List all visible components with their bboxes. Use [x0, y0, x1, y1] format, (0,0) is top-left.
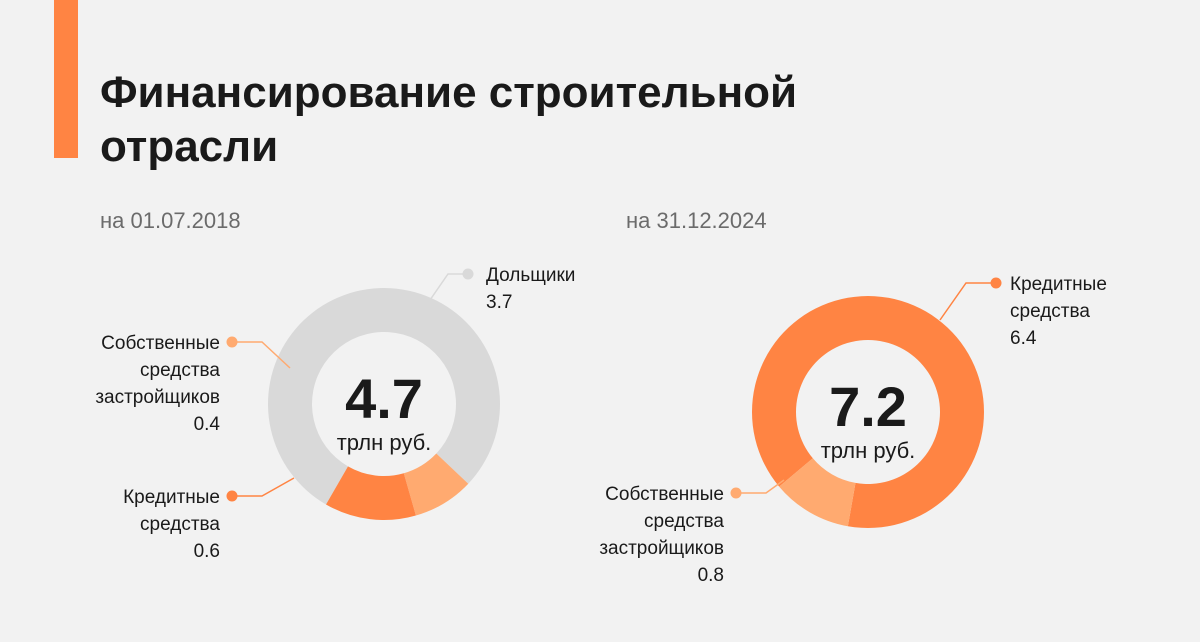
chart-2-slice-label: Собственные [605, 484, 724, 505]
chart-1-slice-label: Собственные [101, 333, 220, 354]
chart-1-slice-label: Кредитные [123, 487, 220, 508]
chart-2-total: 7.2 [829, 375, 907, 438]
chart-1-slice [403, 453, 469, 516]
chart-1-label-dot [462, 268, 474, 280]
chart-2-slice [779, 458, 856, 527]
chart-2-leader-line [736, 479, 785, 494]
chart-2-slice-value: 6.4 [1010, 328, 1037, 349]
chart-1-unit: трлн руб. [337, 430, 432, 455]
chart-1-slice-value: 0.6 [194, 541, 220, 562]
chart-1-leader-line [232, 477, 295, 497]
chart-1-slice [326, 466, 416, 520]
page-title: Финансирование строительной отрасли [100, 66, 1000, 174]
title-line-2: отрасли [100, 122, 279, 171]
chart-1-slice-label: средства [140, 360, 220, 381]
chart-2-slice-value: 0.8 [698, 565, 724, 586]
chart-1-slice-label: Дольщики [486, 265, 575, 286]
chart-1-leader-line [429, 273, 468, 301]
chart-1-label-dot [226, 490, 238, 502]
chart-1-slice [268, 288, 500, 505]
chart-2-label-dot [730, 487, 742, 499]
chart-2-label-dot [990, 277, 1002, 289]
accent-bar [54, 0, 78, 158]
chart-1-slice-value: 3.7 [486, 292, 512, 313]
chart-2-slice-label: средства [644, 511, 724, 532]
chart-1-slice-value: 0.4 [194, 414, 221, 435]
chart-2-slice-label: застройщиков [599, 538, 724, 559]
chart-2-leader-line [939, 282, 996, 321]
chart-2-unit: трлн руб. [821, 438, 916, 463]
chart-1-leader-line [232, 341, 291, 369]
chart-1-label-dot [226, 336, 238, 348]
chart-1-slice-label: средства [140, 514, 220, 535]
chart-2-slice-label: Кредитные [1010, 274, 1107, 295]
chart-2-slice [752, 295, 985, 528]
chart-2-slice-label: средства [1010, 301, 1090, 322]
chart-1-date: на 01.07.2018 [100, 208, 241, 233]
title-line-1: Финансирование строительной [100, 68, 798, 117]
chart-1-total: 4.7 [345, 367, 423, 430]
chart-1-slice-label: застройщиков [95, 387, 220, 408]
chart-2-date: на 31.12.2024 [626, 208, 767, 233]
